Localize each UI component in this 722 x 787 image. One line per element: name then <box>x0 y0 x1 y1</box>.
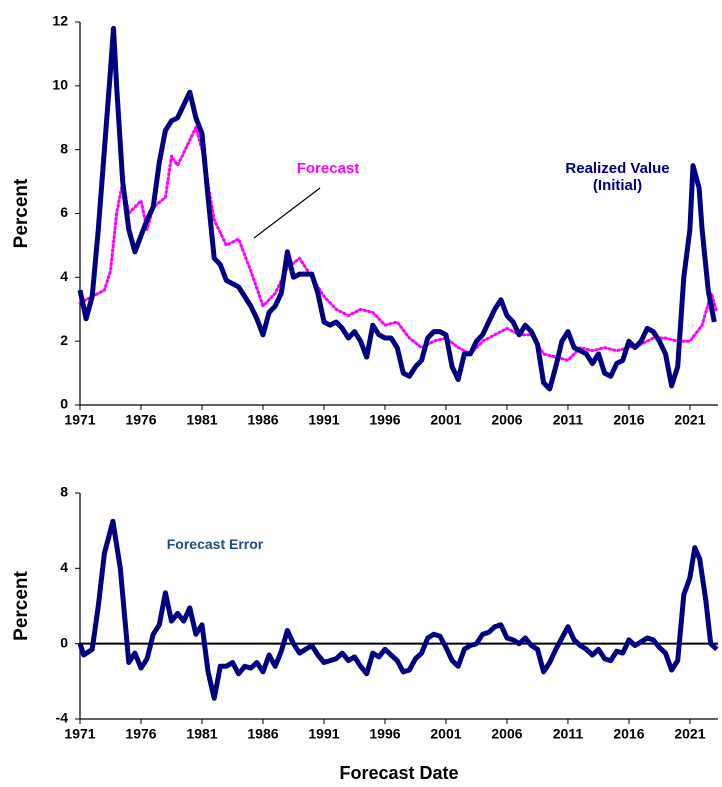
x-tick-label: 1991 <box>308 726 339 742</box>
x-tick-label: 1976 <box>125 412 156 428</box>
x-tick-label: 2016 <box>613 726 644 742</box>
x-tick-label: 1971 <box>64 412 95 428</box>
x-tick-label: 2016 <box>613 412 644 428</box>
y-tick-label: 6 <box>60 204 68 220</box>
y-tick-label: 8 <box>60 484 68 500</box>
x-tick-label: 1991 <box>308 412 339 428</box>
x-tick-label: 1981 <box>186 412 217 428</box>
x-tick-label: 1971 <box>64 726 95 742</box>
series-line <box>77 518 719 701</box>
y-tick-label: 0 <box>60 634 68 650</box>
x-tick-label: 1996 <box>369 412 400 428</box>
x-tick-label: 1986 <box>247 726 278 742</box>
y-tick-label: 10 <box>52 77 68 93</box>
series-line <box>78 125 719 362</box>
annotation-leader <box>253 187 321 239</box>
x-tick-label: 2021 <box>674 412 705 428</box>
y-tick-label: 0 <box>60 396 68 412</box>
error-label: Forecast Error <box>166 536 264 552</box>
x-tick-label: 2006 <box>491 726 522 742</box>
x-tick-label: 2006 <box>491 412 522 428</box>
y-tick-label: 4 <box>60 559 68 575</box>
x-tick-label: 2011 <box>553 412 584 428</box>
y-tick-label: -4 <box>56 710 69 726</box>
y-tick-label: 12 <box>52 13 68 29</box>
x-tick-label: 1986 <box>247 412 278 428</box>
y-axis-label: Percent <box>11 178 32 248</box>
x-tick-label: 2001 <box>430 726 461 742</box>
y-axis-label: Percent <box>11 570 32 640</box>
y-tick-label: 8 <box>60 140 68 156</box>
x-tick-label: 2011 <box>553 726 584 742</box>
forecast-label: Forecast <box>296 160 360 177</box>
x-tick-label: 1976 <box>125 726 156 742</box>
x-axis-label: Forecast Date <box>339 763 458 783</box>
realized-label: Realized Value (Initial) <box>565 160 670 194</box>
y-tick-label: 2 <box>60 332 68 348</box>
x-tick-label: 2021 <box>674 726 705 742</box>
x-tick-label: 1981 <box>186 726 217 742</box>
series-line <box>77 25 717 392</box>
x-tick-label: 1996 <box>369 726 400 742</box>
y-tick-label: 4 <box>60 268 68 284</box>
x-tick-label: 2001 <box>430 412 461 428</box>
